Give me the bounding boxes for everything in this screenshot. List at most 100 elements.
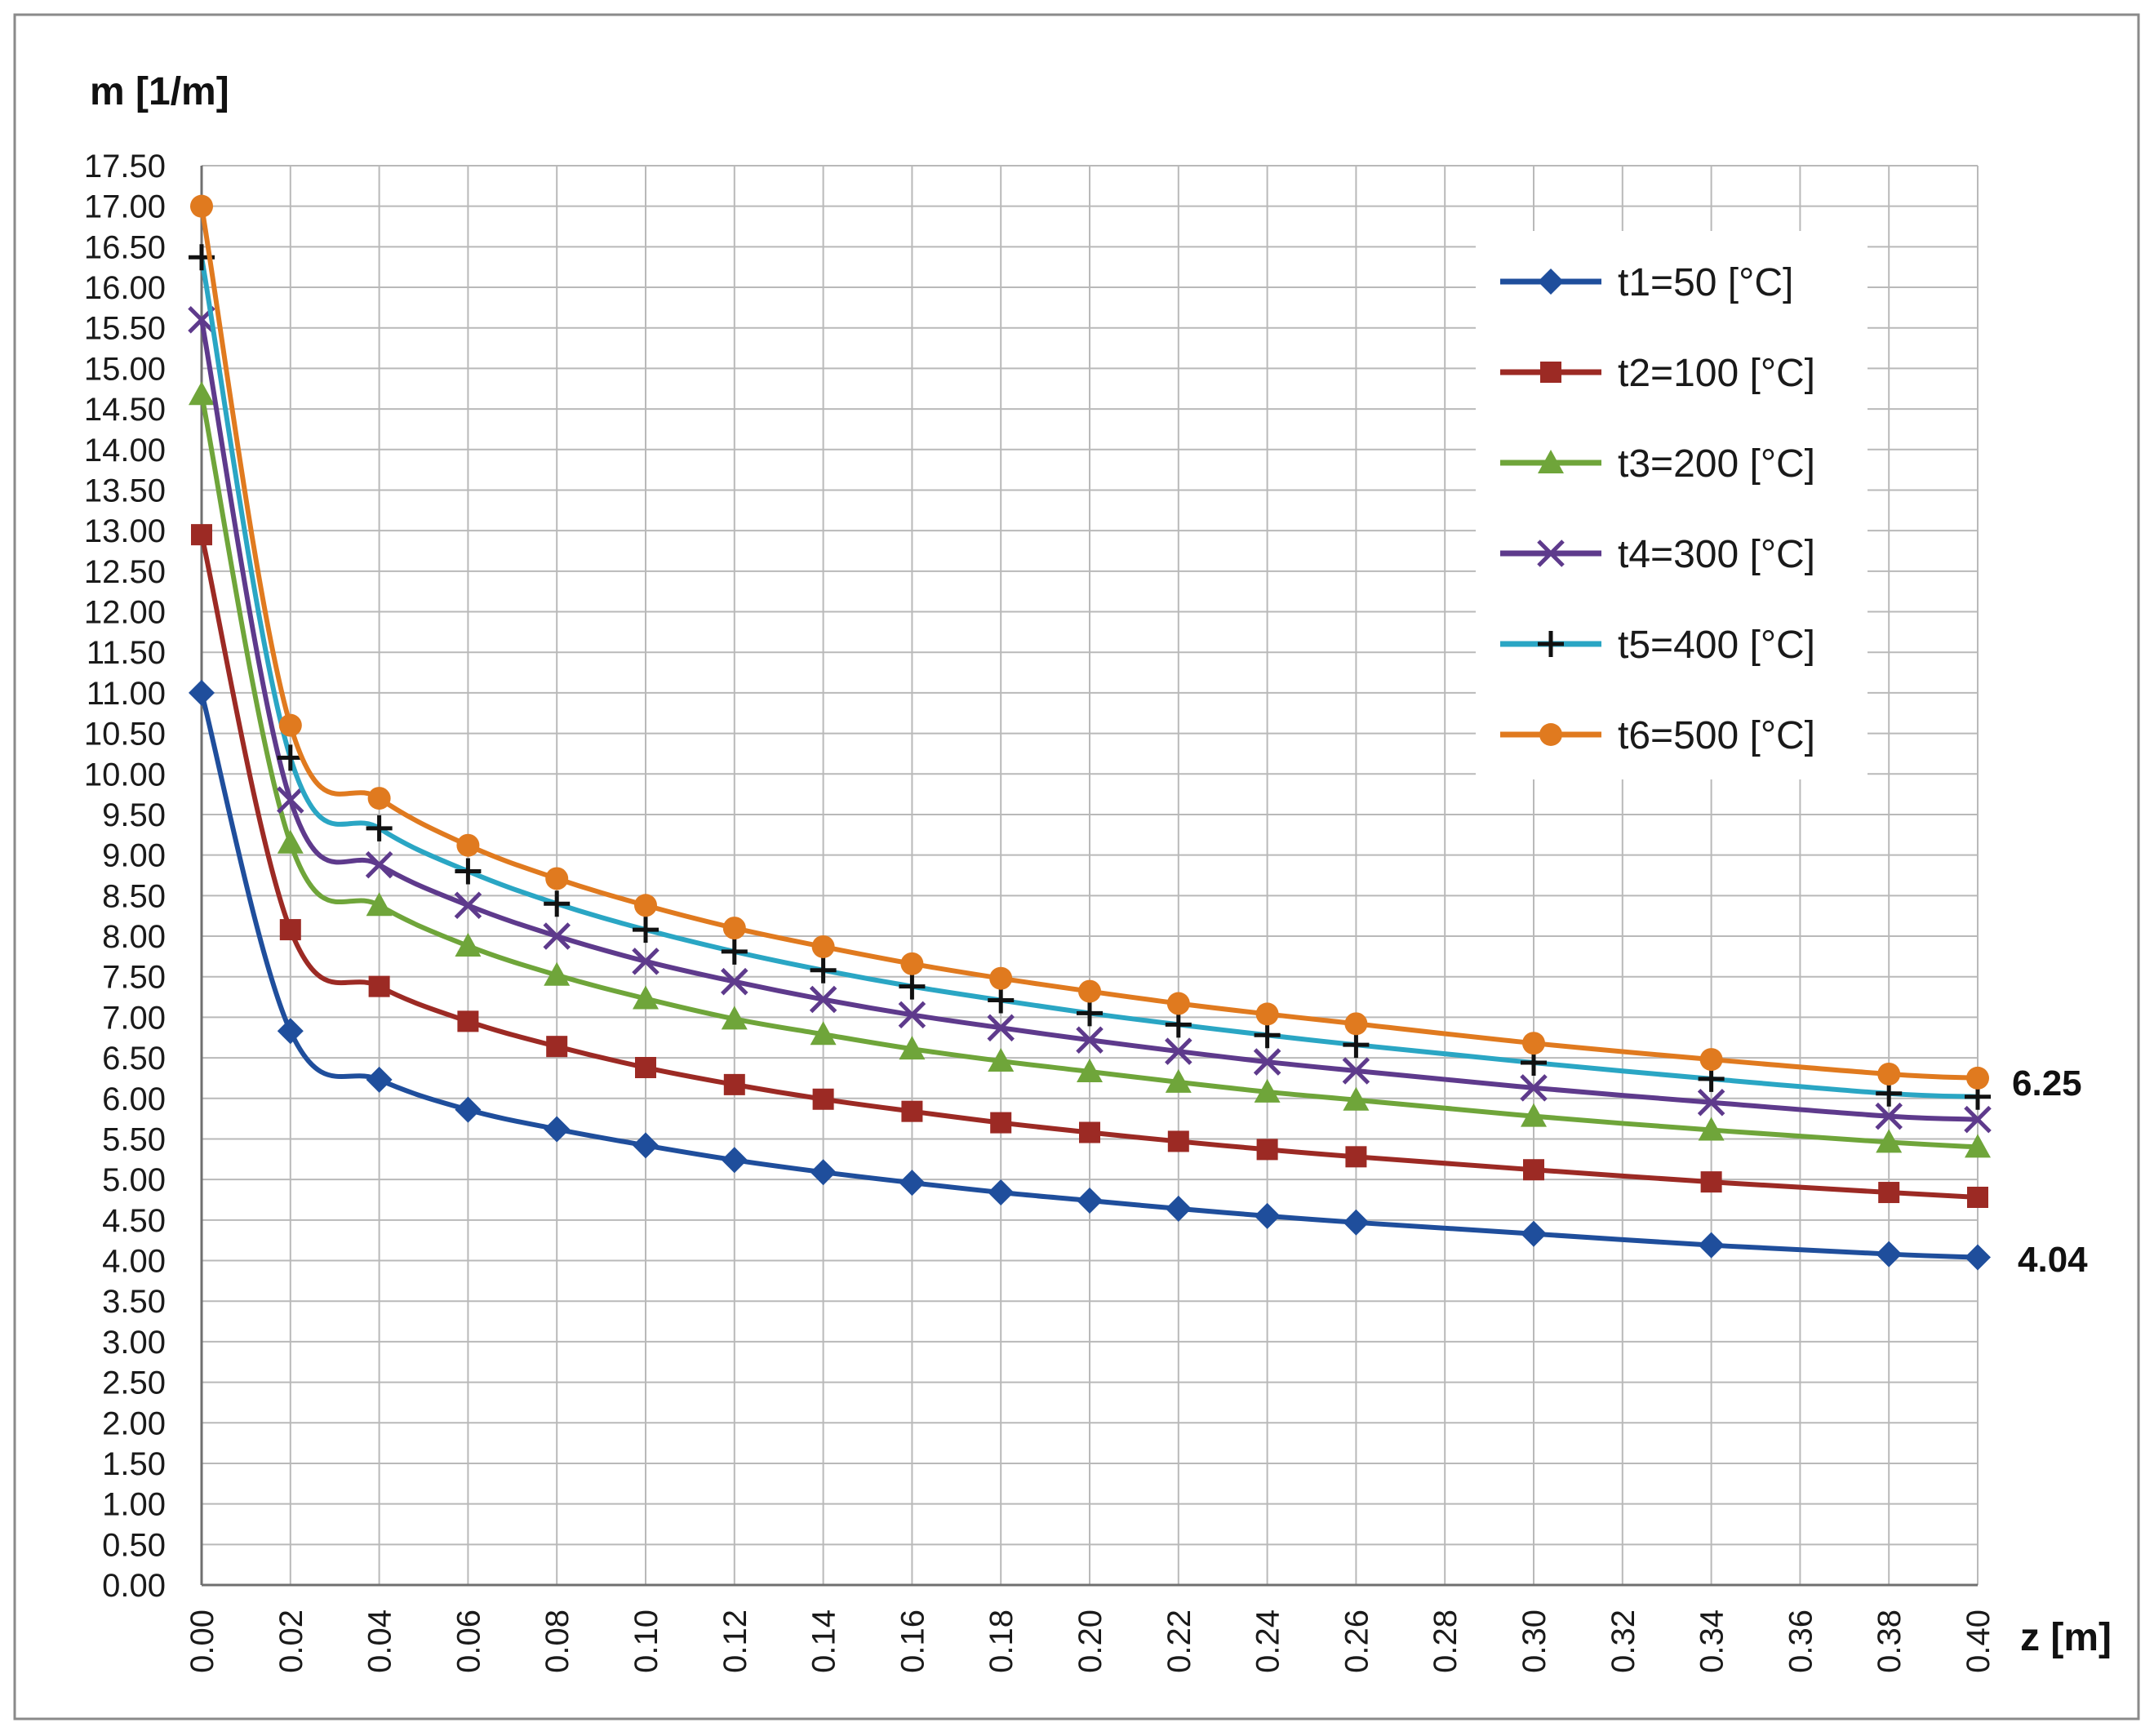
data-point (1165, 1011, 1192, 1038)
y-tick-label: 16.00 (84, 270, 166, 306)
series-line (199, 393, 1979, 1150)
data-point (1521, 1103, 1547, 1127)
data-point (1343, 1209, 1370, 1236)
data-point (1077, 1187, 1103, 1214)
data-point (278, 713, 302, 737)
data-point (633, 917, 659, 943)
data-point (810, 1159, 837, 1186)
x-tick-label: 0.08 (540, 1609, 575, 1673)
data-point (1166, 992, 1190, 1015)
data-point (1523, 1159, 1544, 1181)
data-point (988, 1179, 1015, 1206)
y-tick-label: 10.00 (84, 757, 166, 793)
y-tick-label: 12.00 (84, 595, 166, 631)
data-point (1698, 1232, 1725, 1259)
y-tick-label: 16.50 (84, 229, 166, 265)
data-point (1254, 1078, 1281, 1103)
x-tick-label: 0.18 (984, 1609, 1019, 1673)
data-point (987, 1014, 1015, 1042)
data-point (1254, 1022, 1281, 1049)
legend-label: t3=200 [°C] (1618, 442, 1815, 486)
y-axis-title: m [1/m] (90, 70, 229, 113)
y-tick-label: 8.00 (102, 919, 166, 955)
data-point (1076, 1026, 1104, 1054)
data-point (543, 922, 571, 950)
data-point (1165, 1037, 1192, 1065)
legend-item: t4=300 [°C] (1500, 533, 1815, 576)
data-point (279, 919, 301, 941)
data-point (544, 961, 571, 986)
y-tick-label: 6.50 (102, 1041, 166, 1077)
y-tick-label: 9.50 (102, 797, 166, 833)
data-point (812, 1088, 834, 1110)
y-tick-label: 3.00 (102, 1325, 166, 1361)
data-point (1966, 1066, 1989, 1090)
data-point (1700, 1171, 1722, 1193)
x-tick-label: 0.28 (1428, 1609, 1463, 1673)
data-point (723, 1073, 745, 1095)
series-line (199, 256, 1979, 1099)
x-axis-title: z [m] (2020, 1616, 2112, 1659)
data-point (1699, 1048, 1723, 1072)
data-point (455, 1096, 482, 1123)
series-3 (189, 381, 1991, 1158)
data-point (635, 1057, 656, 1079)
data-point (455, 932, 482, 957)
x-tick-label: 0.10 (628, 1609, 664, 1673)
legend-marker (1537, 539, 1565, 567)
data-point (366, 892, 393, 917)
data-point (1077, 1058, 1103, 1082)
data-point (901, 1100, 923, 1122)
data-point (1964, 1105, 1992, 1134)
data-point (1253, 1048, 1281, 1076)
data-point (1877, 1062, 1901, 1086)
data-point (899, 1036, 926, 1060)
y-tick-label: 14.50 (84, 392, 166, 428)
legend-item: t6=500 [°C] (1500, 714, 1815, 757)
y-tick-label: 13.50 (84, 473, 166, 508)
data-point (1342, 1057, 1370, 1085)
data-point (722, 917, 746, 940)
x-tick-label: 0.34 (1694, 1609, 1730, 1673)
data-point (988, 1048, 1015, 1072)
data-point (1876, 1241, 1903, 1268)
y-tick-label: 15.00 (84, 351, 166, 387)
x-tick-label: 0.32 (1606, 1609, 1641, 1673)
end-label-top: 6.25 (2012, 1063, 2082, 1103)
data-point (1522, 1032, 1545, 1055)
data-point (988, 987, 1015, 1014)
data-point (721, 1006, 748, 1030)
data-point (1167, 1130, 1189, 1152)
data-point (366, 815, 393, 841)
y-tick-label: 1.50 (102, 1446, 166, 1482)
data-point (633, 985, 659, 1010)
x-tick-label: 0.12 (717, 1609, 753, 1673)
legend-marker (1539, 723, 1562, 746)
y-tick-label: 12.50 (84, 554, 166, 590)
legend-label: t6=500 [°C] (1618, 714, 1815, 757)
y-tick-label: 8.50 (102, 878, 166, 914)
series-line (199, 319, 1979, 1122)
data-point (898, 1001, 926, 1029)
data-point (989, 966, 1013, 990)
y-tick-label: 11.00 (87, 676, 166, 712)
y-tick-label: 9.00 (102, 838, 166, 874)
y-tick-label: 17.00 (84, 189, 166, 225)
legend-label: t5=400 [°C] (1618, 624, 1815, 667)
x-tick-label: 0.30 (1517, 1609, 1552, 1673)
data-point (1967, 1187, 1988, 1209)
x-tick-label: 0.20 (1073, 1609, 1108, 1673)
plot-series (188, 194, 1992, 1271)
data-point (455, 858, 482, 885)
legend-marker (1538, 450, 1564, 473)
data-point (1078, 979, 1101, 1003)
data-point (189, 381, 215, 406)
legend-box (1476, 231, 1868, 779)
x-tick-labels: 0.00 0.02 0.04 0.06 0.08 0.10 0.12 0.14 0.16 0.18… (184, 1609, 1996, 1673)
series-1 (189, 679, 1991, 1271)
y-tick-label: 0.00 (102, 1568, 166, 1604)
legend-item: t2=100 [°C] (1500, 352, 1815, 395)
data-point (277, 744, 304, 771)
y-tick-label: 10.50 (84, 717, 166, 753)
